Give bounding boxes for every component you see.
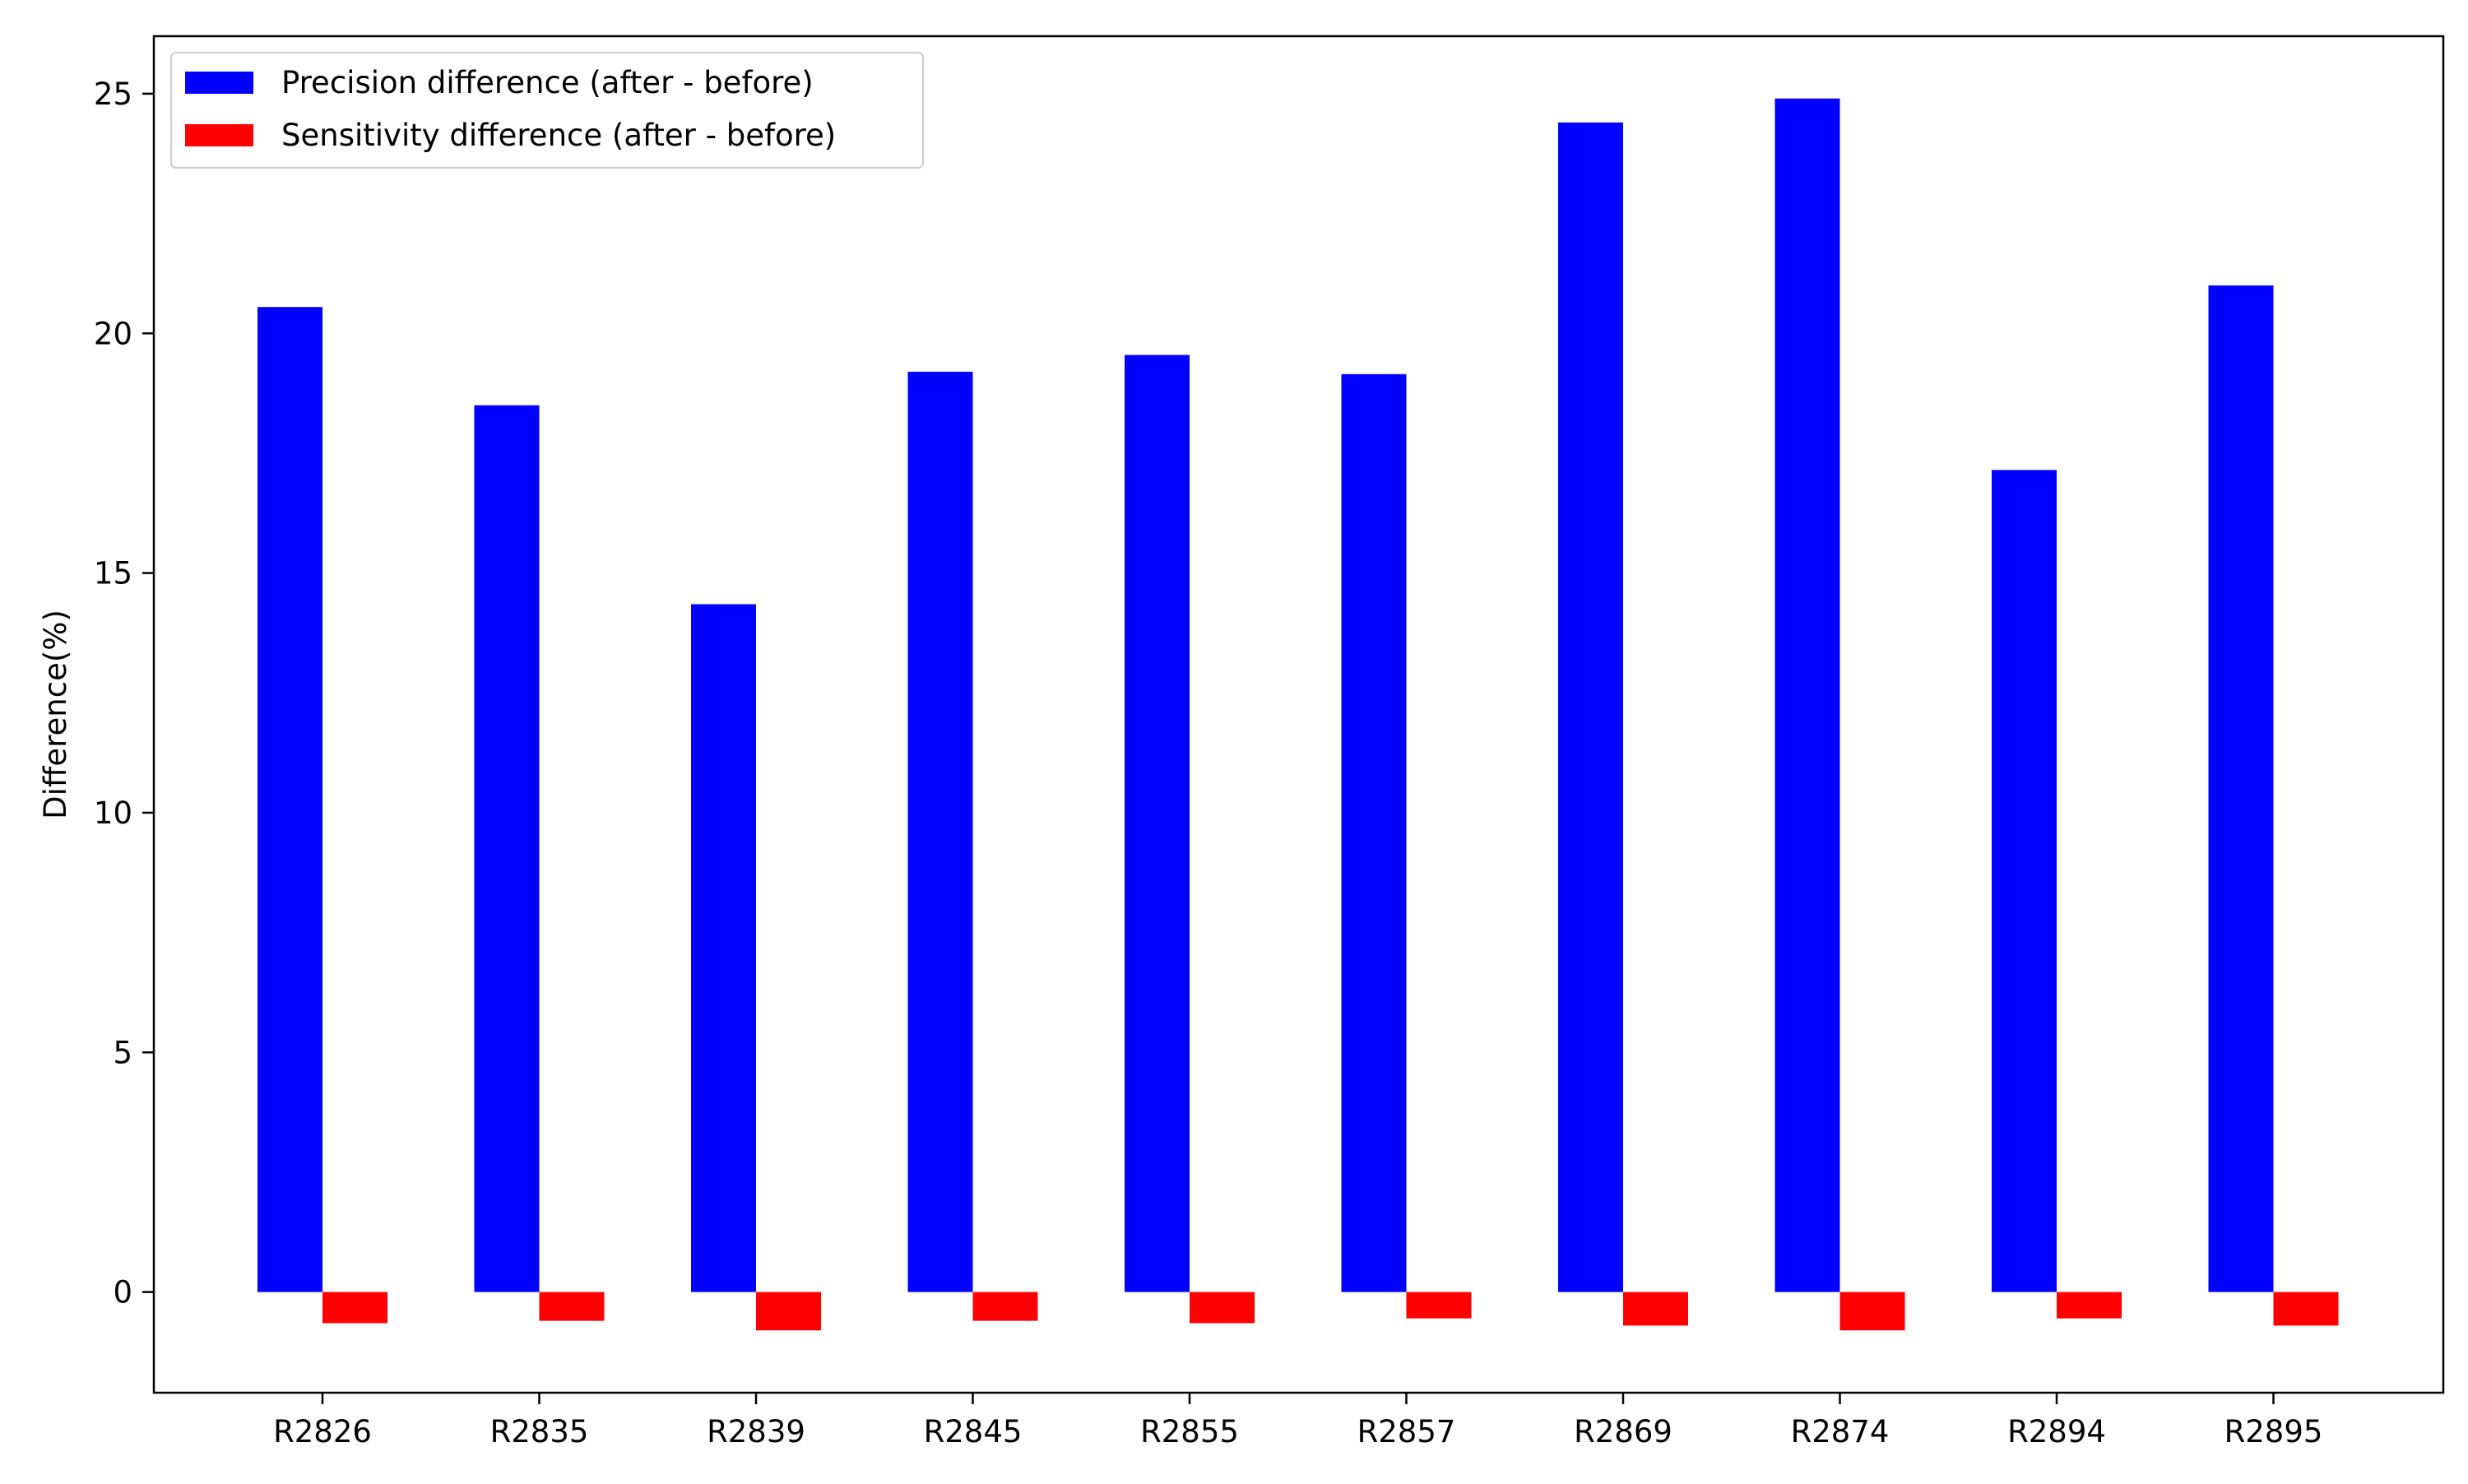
sensitivity-bar-r2826 [322, 1292, 387, 1324]
sensitivity-bar-r2835 [539, 1292, 605, 1321]
sensitivity-bar-r2845 [972, 1292, 1038, 1321]
sensitivity-bar-r2857 [1406, 1292, 1472, 1319]
y-tick-label: 10 [94, 795, 132, 831]
precision-bar-r2845 [907, 371, 973, 1292]
precision-bar-r2895 [2208, 285, 2274, 1292]
legend-label: Sensitivity difference (after - before) [281, 118, 836, 153]
precision-bar-r2894 [1992, 470, 2057, 1292]
x-tick-label-r2826: R2826 [273, 1414, 372, 1449]
x-tick-label-r2894: R2894 [2007, 1414, 2106, 1449]
precision-bar-r2869 [1558, 122, 1623, 1292]
axes-layer: 0 5 10 15 20 25 R2826 R2835 R2839 R2845 R2855 R2857… [94, 77, 2323, 1449]
x-tick-label-r2845: R2845 [924, 1414, 1023, 1449]
precision-bar-r2839 [691, 604, 756, 1292]
plot-frame [152, 35, 2445, 1394]
precision-bar-r2835 [474, 405, 540, 1292]
sensitivity-bar-r2874 [1839, 1292, 1905, 1331]
sensitivity-bar-r2855 [1190, 1292, 1255, 1324]
x-tick-label-r2839: R2839 [707, 1414, 805, 1449]
legend-box [170, 52, 924, 169]
sensitivity-bar-r2869 [1623, 1292, 1688, 1326]
y-tick-label: 5 [113, 1035, 132, 1070]
precision-bar-r2874 [1774, 98, 1840, 1292]
y-tick-label: 20 [94, 316, 132, 351]
sensitivity-bar-r2839 [756, 1292, 821, 1331]
x-tick-label-r2857: R2857 [1357, 1414, 1456, 1449]
y-tick-label: 0 [113, 1275, 132, 1310]
y-axis-label: Difference(%) [38, 610, 73, 819]
precision-bar-r2826 [257, 307, 322, 1292]
legend: Precision difference (after - before) Sen… [170, 52, 924, 169]
x-tick-label-r2835: R2835 [490, 1414, 589, 1449]
legend-swatch [185, 124, 253, 146]
y-tick-label: 15 [94, 556, 132, 591]
precision-bar-r2855 [1125, 355, 1190, 1292]
sensitivity-bar-r2895 [2273, 1292, 2339, 1326]
x-tick-label-r2895: R2895 [2224, 1414, 2323, 1449]
y-tick-label: 25 [94, 77, 132, 112]
sensitivity-bar-r2894 [2057, 1292, 2122, 1319]
x-tick-label-r2869: R2869 [1574, 1414, 1672, 1449]
x-tick-label-r2874: R2874 [1791, 1414, 1890, 1449]
x-tick-label-r2855: R2855 [1140, 1414, 1239, 1449]
precision-bar-r2857 [1341, 373, 1407, 1292]
legend-label: Precision difference (after - before) [281, 65, 814, 100]
legend-swatch [185, 72, 253, 94]
bars-layer [257, 98, 2339, 1331]
